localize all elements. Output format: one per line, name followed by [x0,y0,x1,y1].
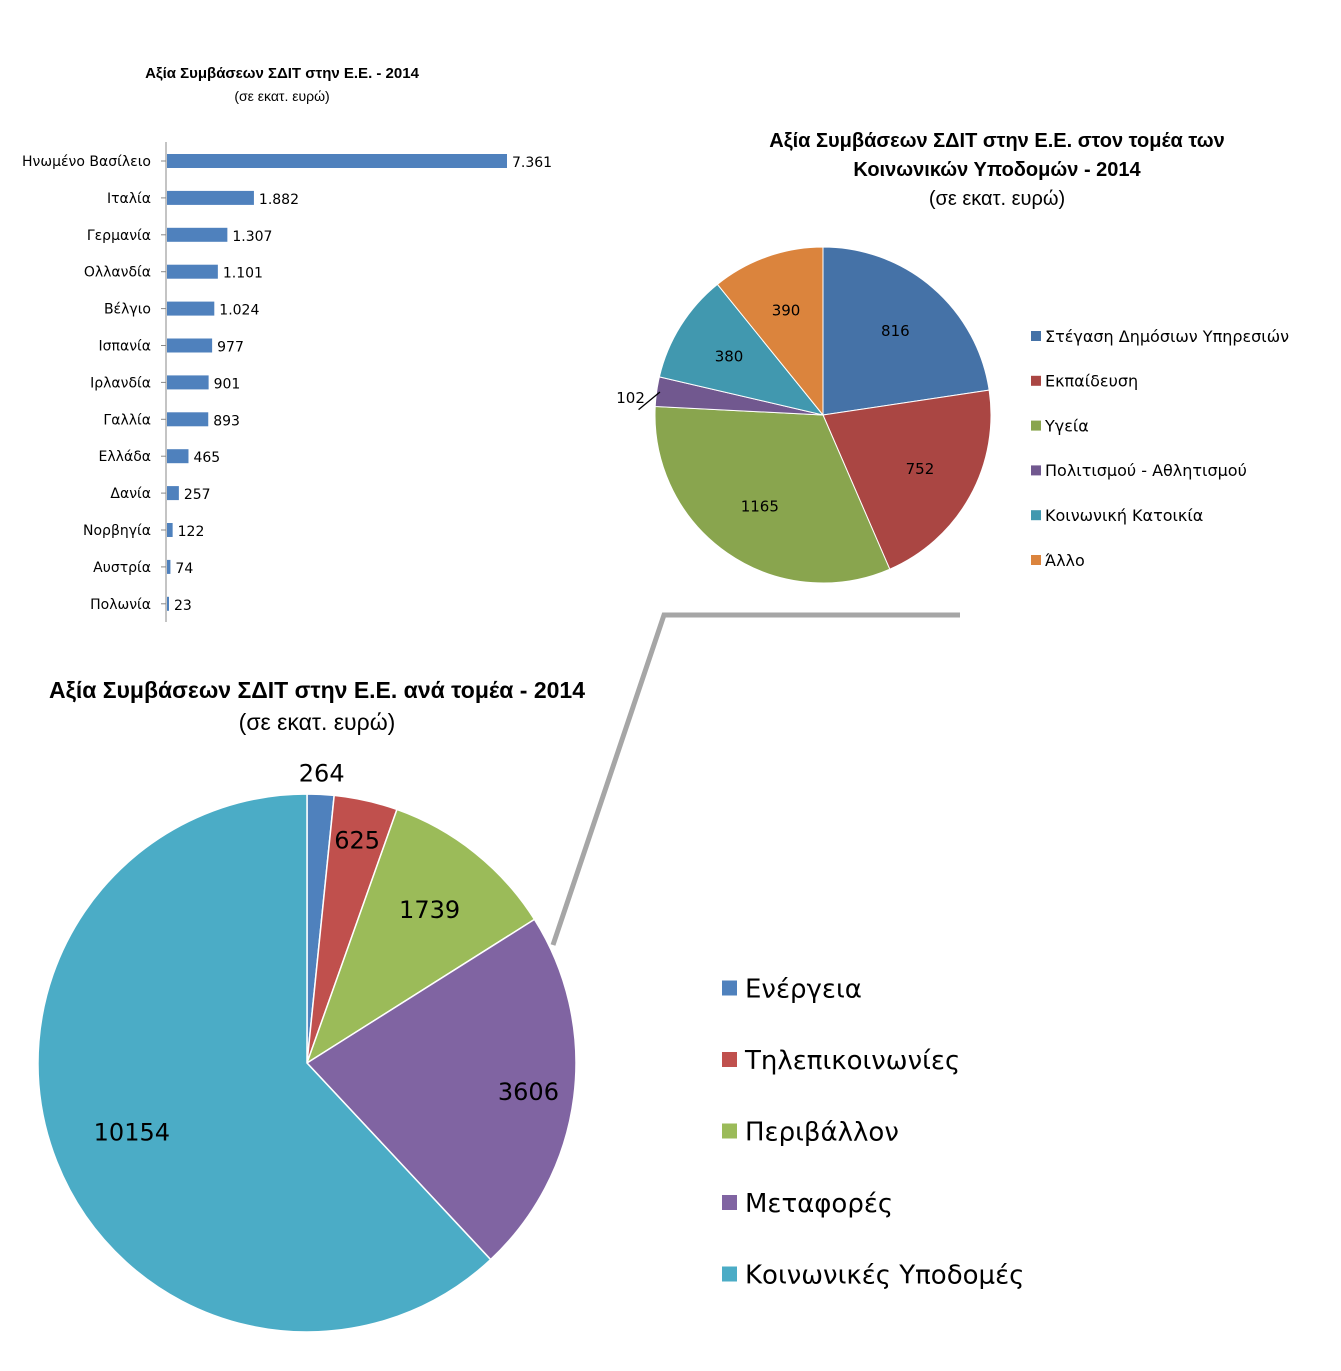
social-pie-legend-swatch-4 [1031,510,1041,521]
social-pie-legend-label-2: Υγεία [1044,416,1089,435]
sector-pie-legend-swatch-4 [722,1266,737,1282]
bar-value-label-12: 23 [174,598,192,614]
sector-pie-legend-swatch-0 [722,980,737,996]
bar-chart: Αξία Συμβάσεων ΣΔΙΤ στην Ε.Ε. - 2014 (σε… [22,65,552,622]
bar-value-label-9: 257 [184,487,211,503]
social-pie-legend-swatch-0 [1031,331,1041,341]
bar-value-label-7: 893 [213,413,240,429]
bar-9 [167,486,179,501]
social-pie-subtitle: (σε εκατ. ευρώ) [929,188,1065,210]
bar-value-label-6: 901 [214,376,241,392]
sector-pie-title: Αξία Συμβάσεων ΣΔΙΤ στην Ε.Ε. ανά τομέα … [49,677,585,703]
bar-category-label-7: Γαλλία [103,412,151,428]
sector-pie-subtitle: (σε εκατ. ευρώ) [239,709,396,735]
social-pie-legend-label-1: Εκπαίδευση [1045,372,1138,391]
bar-2 [167,227,228,242]
bar-category-label-10: Νορβηγία [83,523,151,539]
bar-value-label-10: 122 [178,524,205,540]
sector-pie-slice-2 [305,808,536,1065]
sector-pie-legend-swatch-1 [722,1052,737,1067]
social-pie-value-label-2: 1165 [741,497,779,515]
bar-category-label-0: Ηνωμένο Βασίλειο [22,154,151,170]
bar-chart-subtitle: (σε εκατ. ευρώ) [234,88,329,104]
bar-category-label-6: Ιρλανδία [90,375,151,391]
sector-pie-value-label-2: 1739 [399,896,460,924]
sector-pie-value-label-4: 10154 [94,1118,170,1146]
social-pie-legend-label-3: Πολιτισμού - Αθλητισμού [1045,461,1247,480]
social-pie-slice-0 [822,246,990,416]
social-pie-legend-label-5: Άλλο [1045,551,1085,570]
bar-category-label-4: Βέλγιο [104,302,151,318]
social-pie-title-line-2: Κοινωνικών Υποδομών - 2014 [853,159,1141,181]
social-pie-value-label-3: 102 [616,389,645,407]
bar-category-label-11: Αυστρία [93,560,151,576]
sector-pie-value-label-3: 3606 [498,1078,559,1106]
bar-1 [167,190,254,205]
social-pie-legend-label-0: Στέγαση Δημόσιων Υπηρεσιών [1045,327,1289,346]
social-pie-legend-swatch-3 [1031,465,1041,476]
bar-value-label-11: 74 [175,561,193,577]
bar-category-label-3: Ολλανδία [84,265,151,281]
zoom-connector-line [550,612,960,946]
social-pie-slice-1 [822,389,992,570]
bar-category-label-8: Ελλάδα [99,449,151,465]
social-pie-title-line-1: Αξία Συμβάσεων ΣΔΙΤ στην Ε.Ε. στον τομέα… [769,130,1224,152]
sector-pie-legend-swatch-2 [722,1123,737,1139]
sector-pie-slice-3 [305,918,577,1261]
social-pie-leader-line-3 [638,391,661,411]
social-pie-value-label-5: 390 [772,302,801,320]
sector-pie-value-label-0: 264 [299,759,345,787]
social-pie-legend-swatch-1 [1031,375,1041,386]
bar-category-label-2: Γερμανία [87,228,151,244]
bar-value-label-1: 1.882 [259,192,299,208]
social-pie-value-label-0: 816 [881,322,910,340]
social-infrastructure-pie-chart: Αξία Συμβάσεων ΣΔΙΤ στην Ε.Ε. στον τομέα… [616,130,1289,584]
sector-pie-legend-label-3: Μεταφορές [745,1189,893,1219]
bar-value-label-4: 1.024 [219,303,259,319]
bar-12 [167,596,169,611]
bar-3 [167,264,218,279]
bar-10 [167,523,173,537]
social-pie-slice-5 [716,246,824,417]
bar-category-label-12: Πολωνία [90,597,151,613]
bar-8 [167,449,189,464]
sector-pie-legend-swatch-3 [722,1195,737,1210]
sector-pie-legend-label-2: Περιβάλλον [745,1117,899,1147]
social-pie-value-label-4: 380 [715,347,744,365]
bar-value-label-0: 7.361 [512,155,552,171]
sector-pie-legend-label-4: Κοινωνικές Υποδομές [745,1260,1024,1290]
social-pie-legend-label-4: Κοινωνική Κατοικία [1045,506,1203,525]
social-pie-legend-swatch-2 [1031,420,1041,431]
sector-pie-value-label-1: 625 [334,826,380,854]
bar-category-label-9: Δανία [110,486,151,502]
bar-category-label-1: Ιταλία [107,191,151,207]
sector-pie-chart: Αξία Συμβάσεων ΣΔΙΤ στην Ε.Ε. ανά τομέα … [37,677,1024,1333]
sector-pie-slice-4 [37,793,492,1333]
bar-value-label-5: 977 [217,340,244,356]
bar-value-label-3: 1.101 [223,266,263,282]
social-pie-slice-2 [654,405,891,584]
bar-6 [167,375,209,390]
bar-0 [167,154,507,168]
bar-value-label-2: 1.307 [232,229,272,245]
bar-value-label-8: 465 [193,450,220,466]
social-pie-slice-4 [658,283,825,416]
sector-pie-legend-label-1: Τηλεπικοινωνίες [744,1046,960,1076]
social-pie-value-label-1: 752 [906,460,935,478]
bar-chart-title: Αξία Συμβάσεων ΣΔΙΤ στην Ε.Ε. - 2014 [145,65,420,82]
bar-5 [167,338,213,353]
bar-category-label-5: Ισπανία [99,339,151,355]
social-pie-legend-swatch-5 [1031,555,1041,565]
bar-7 [167,412,209,427]
bar-4 [167,301,215,316]
sector-pie-legend-label-0: Ενέργεια [745,974,862,1004]
bar-11 [167,559,171,574]
